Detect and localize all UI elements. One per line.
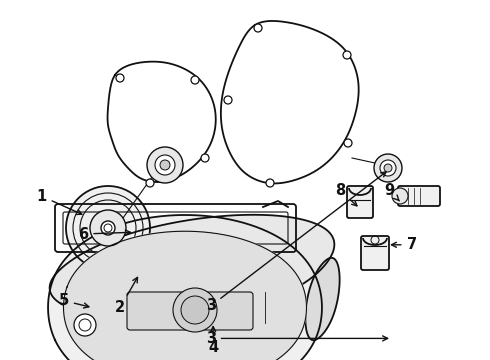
Text: 3: 3 xyxy=(206,172,386,314)
Circle shape xyxy=(155,155,175,175)
Text: 2: 2 xyxy=(115,277,138,315)
Text: 9: 9 xyxy=(385,183,399,201)
Circle shape xyxy=(384,164,392,172)
Polygon shape xyxy=(221,21,359,184)
Circle shape xyxy=(380,160,396,176)
Circle shape xyxy=(147,147,183,183)
Circle shape xyxy=(146,179,154,187)
Polygon shape xyxy=(48,215,322,360)
Circle shape xyxy=(224,96,232,104)
Text: 1: 1 xyxy=(37,189,82,215)
Circle shape xyxy=(74,314,96,336)
Text: 8: 8 xyxy=(336,183,357,206)
Circle shape xyxy=(344,139,352,147)
Circle shape xyxy=(116,74,124,82)
Text: 6: 6 xyxy=(78,226,130,242)
Circle shape xyxy=(191,76,199,84)
Text: 5: 5 xyxy=(59,293,89,308)
Circle shape xyxy=(254,24,262,32)
Polygon shape xyxy=(305,258,340,340)
Circle shape xyxy=(90,210,126,246)
FancyBboxPatch shape xyxy=(127,292,253,330)
Circle shape xyxy=(392,188,408,204)
FancyBboxPatch shape xyxy=(398,186,440,206)
Circle shape xyxy=(160,160,170,170)
Circle shape xyxy=(66,186,150,270)
Text: 7: 7 xyxy=(392,237,416,252)
Circle shape xyxy=(266,179,274,187)
Circle shape xyxy=(374,154,402,182)
Polygon shape xyxy=(107,62,216,182)
Circle shape xyxy=(173,288,217,332)
Polygon shape xyxy=(49,215,334,319)
FancyBboxPatch shape xyxy=(361,236,389,270)
Circle shape xyxy=(101,221,115,235)
Circle shape xyxy=(181,296,209,324)
Text: 4: 4 xyxy=(208,327,218,355)
Text: 3: 3 xyxy=(206,331,388,346)
Circle shape xyxy=(343,51,351,59)
Polygon shape xyxy=(64,231,307,360)
Circle shape xyxy=(201,154,209,162)
FancyBboxPatch shape xyxy=(347,186,373,218)
